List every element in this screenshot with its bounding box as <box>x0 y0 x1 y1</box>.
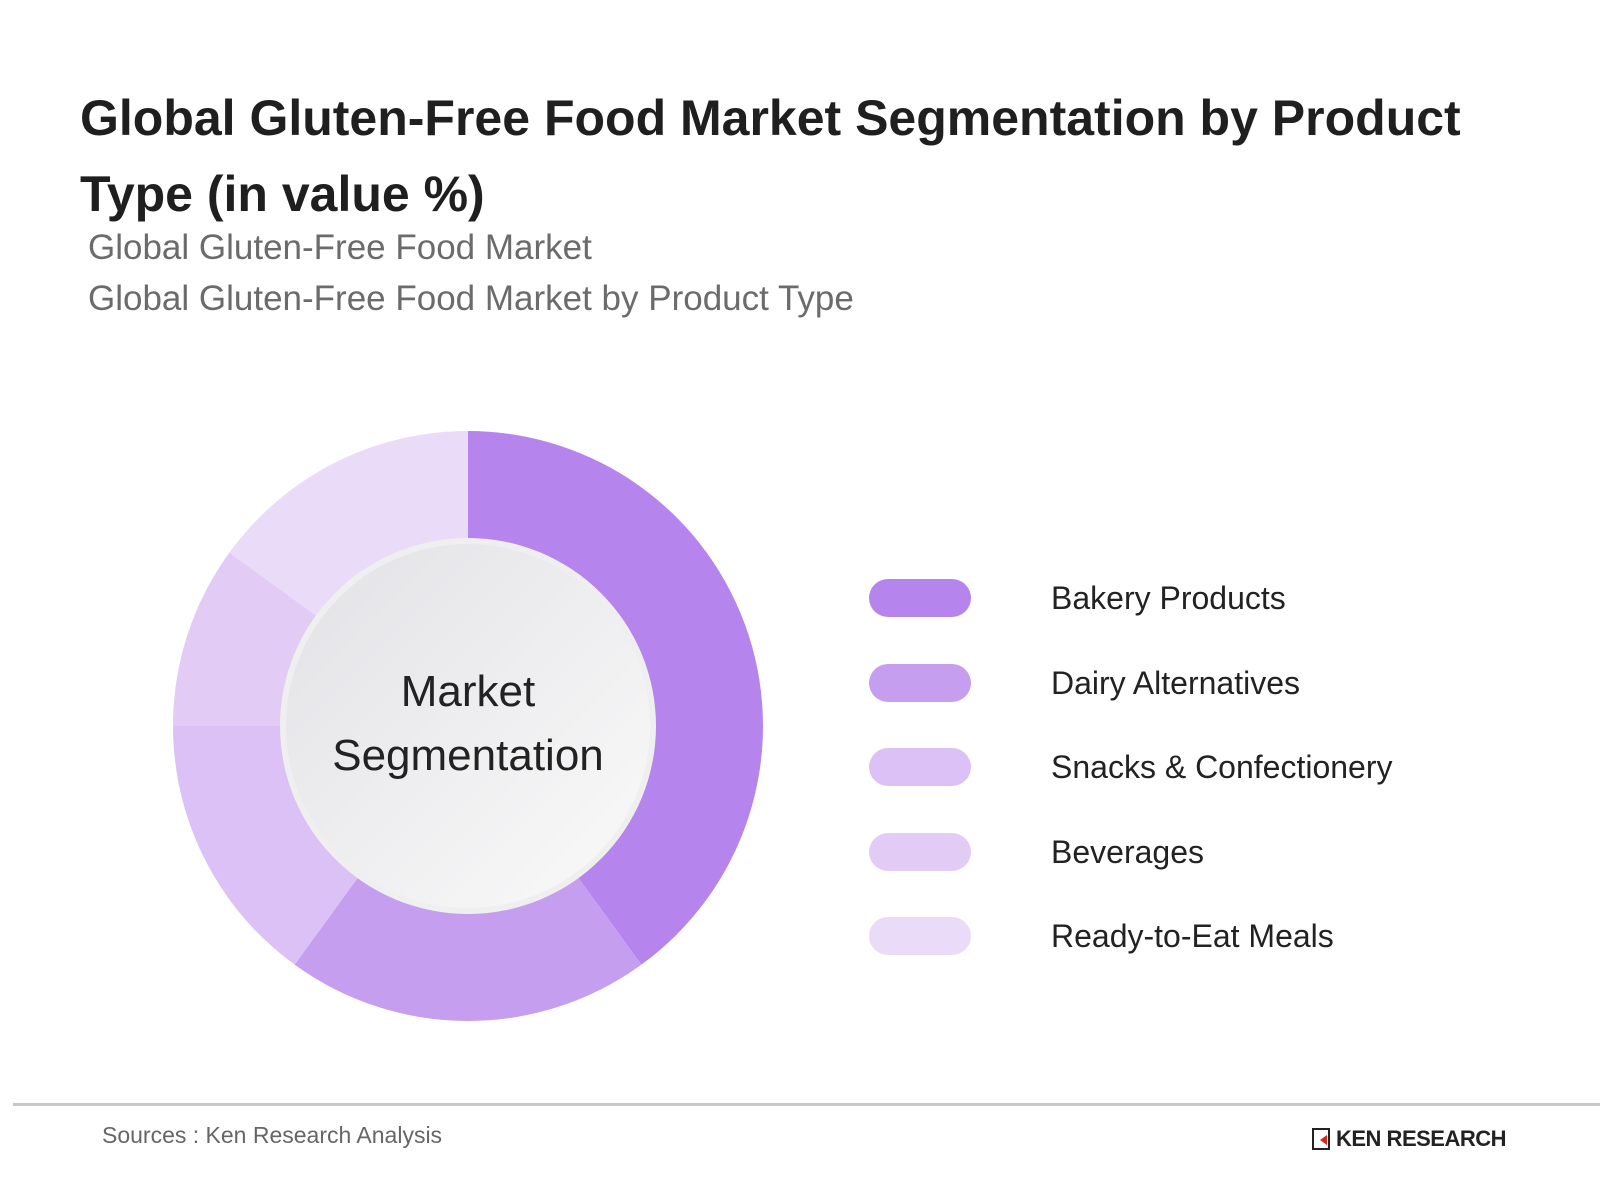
ken-research-logo: KEN RESEARCH <box>1312 1126 1507 1152</box>
legend-swatch <box>869 663 971 702</box>
legend-label: Bakery Products <box>1051 580 1286 616</box>
legend-swatch <box>869 748 971 786</box>
chart-subtitle-1: Global Gluten-Free Food Market <box>88 228 592 267</box>
source-note: Sources : Ken Research Analysis <box>102 1122 443 1148</box>
legend-label: Beverages <box>1051 833 1204 870</box>
logo-text: KEN RESEARCH <box>1336 1126 1507 1151</box>
center-label: Market Segmentation <box>300 660 636 788</box>
center-label-line-1: Market <box>400 667 536 716</box>
chart-subtitle-2: Global Gluten-Free Food Market by Produc… <box>88 279 854 318</box>
chart-title: Global Gluten-Free Food Market Segmentat… <box>80 90 1461 222</box>
legend-label: Dairy Alternatives <box>1051 664 1300 701</box>
footer-divider <box>13 1103 1600 1106</box>
donut-hole <box>286 544 650 908</box>
logo-k-icon <box>1312 1128 1330 1150</box>
legend-swatch <box>869 832 971 871</box>
legend-label: Ready-to-Eat Meals <box>1051 918 1334 954</box>
center-label-line-2: Segmentation <box>332 731 604 780</box>
legend-swatch <box>869 917 971 955</box>
legend-label: Snacks & Confectionery <box>1051 749 1393 785</box>
legend-swatch <box>869 579 971 617</box>
